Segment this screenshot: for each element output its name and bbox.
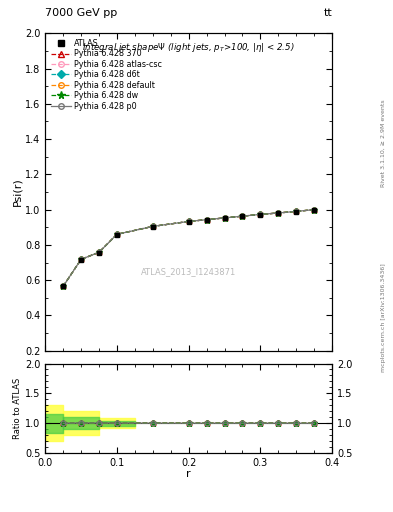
Text: ATLAS_2013_I1243871: ATLAS_2013_I1243871 [141, 267, 236, 276]
X-axis label: r: r [186, 470, 191, 479]
Text: Rivet 3.1.10, ≥ 2.9M events: Rivet 3.1.10, ≥ 2.9M events [381, 99, 386, 187]
Legend: ATLAS, Pythia 6.428 370, Pythia 6.428 atlas-csc, Pythia 6.428 d6t, Pythia 6.428 : ATLAS, Pythia 6.428 370, Pythia 6.428 at… [49, 37, 164, 112]
Text: mcplots.cern.ch [arXiv:1306.3436]: mcplots.cern.ch [arXiv:1306.3436] [381, 263, 386, 372]
Text: tt: tt [323, 8, 332, 18]
Text: 7000 GeV pp: 7000 GeV pp [45, 8, 118, 18]
Text: Integral jet shape$\Psi$ (light jets, p$_\mathregular{T}$>100, |$\eta$| < 2.5): Integral jet shape$\Psi$ (light jets, p$… [82, 41, 295, 54]
Y-axis label: Psi(r): Psi(r) [12, 178, 22, 206]
Y-axis label: Ratio to ATLAS: Ratio to ATLAS [13, 378, 22, 439]
